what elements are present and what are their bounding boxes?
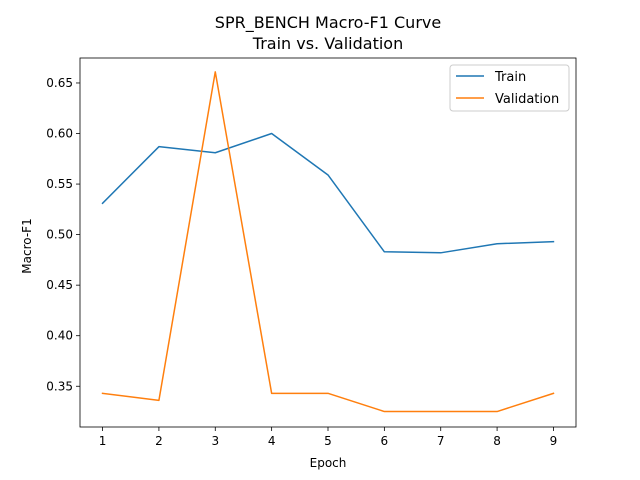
- chart-title-line-1: SPR_BENCH Macro-F1 Curve: [215, 13, 441, 33]
- chart-title-line-2: Train vs. Validation: [252, 34, 403, 53]
- x-tick-label-9: 9: [550, 434, 558, 448]
- x-tick-label-7: 7: [437, 434, 445, 448]
- series-line-validation: [101, 71, 555, 413]
- x-tick-label-5: 5: [324, 434, 332, 448]
- plot-area: 1 2 3 4 5 6 7 8 9 0.35 0.40 0.45 0.50 0.55 0.60 0.65 Tra…: [46, 57, 577, 448]
- y-tick-label-3: 0.45: [46, 278, 73, 292]
- y-axis-label: Macro-F1: [20, 218, 34, 273]
- y-tick-label-1: 0.35: [46, 379, 73, 393]
- series-line-train: [101, 132, 555, 254]
- y-tick-label-5: 0.55: [46, 177, 73, 191]
- y-tick-label-2: 0.40: [46, 329, 73, 343]
- x-tick-label-3: 3: [211, 434, 219, 448]
- x-tick-label-6: 6: [381, 434, 389, 448]
- legend-label-validation: Validation: [495, 92, 559, 107]
- x-tick-label-2: 2: [155, 434, 163, 448]
- x-tick-label-8: 8: [493, 434, 501, 448]
- legend-label-train: Train: [494, 70, 526, 85]
- x-axis-label: Epoch: [310, 456, 347, 470]
- y-tick-label-4: 0.50: [46, 228, 73, 242]
- y-tick-label-6: 0.60: [46, 127, 73, 141]
- y-tick-label-7: 0.65: [46, 76, 73, 90]
- x-tick-label-4: 4: [268, 434, 276, 448]
- x-tick-label-1: 1: [99, 434, 107, 448]
